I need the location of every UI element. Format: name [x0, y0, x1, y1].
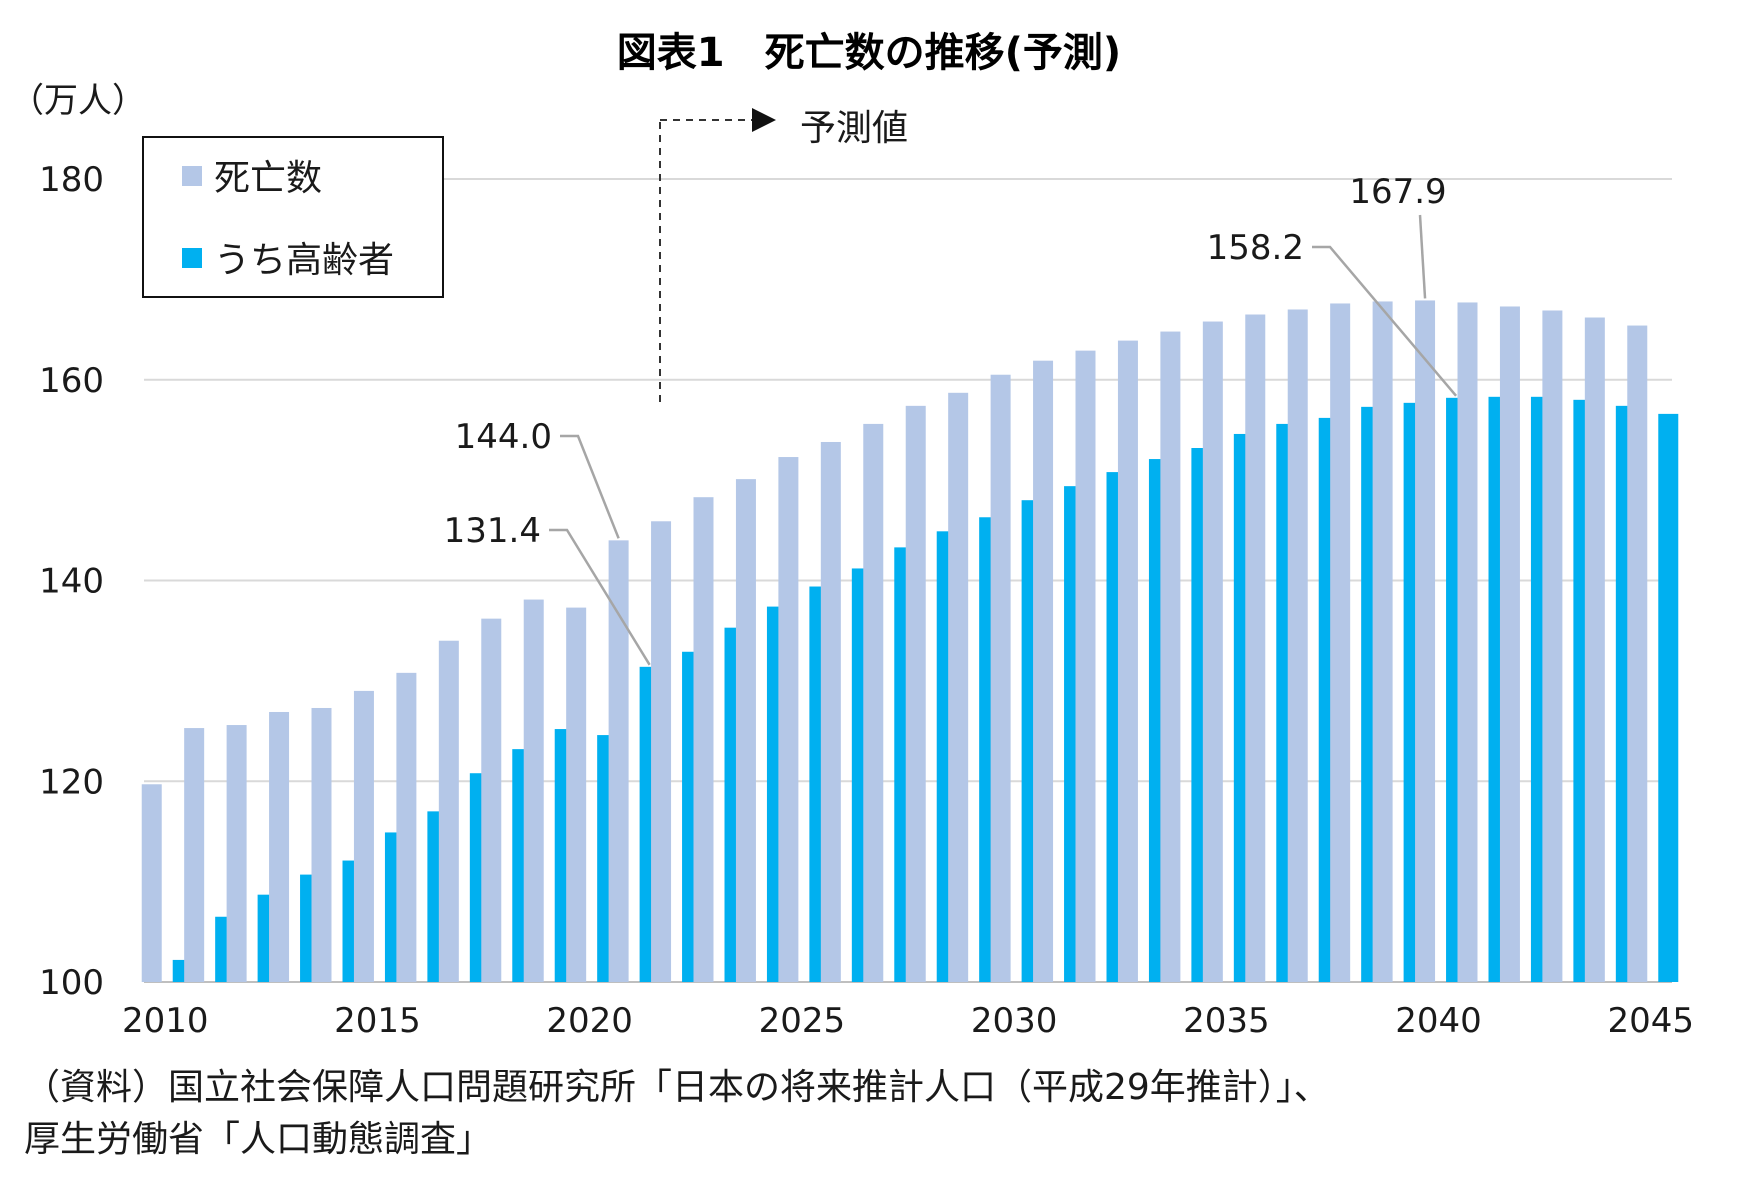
- chart-title: 図表1 死亡数の推移(予測): [617, 30, 1121, 76]
- bar-deaths: [820, 441, 841, 982]
- y-tick-label: 140: [39, 562, 104, 602]
- bar-deaths: [141, 784, 162, 982]
- bar-deaths: [1372, 301, 1393, 982]
- bar-deaths: [693, 497, 714, 982]
- bar-deaths: [438, 640, 459, 982]
- data-label: 144.0: [455, 417, 552, 457]
- y-axis: 100 120 140 160 180: [39, 160, 104, 1003]
- data-label: 167.9: [1349, 172, 1446, 212]
- bar-deaths: [184, 728, 205, 982]
- leader-line: [1418, 214, 1427, 299]
- data-label: 131.4: [444, 511, 541, 551]
- legend-swatch-elderly: [182, 248, 202, 268]
- bar-deaths: [1245, 314, 1266, 983]
- x-axis: 2010 2015 2020 2025 2030 2035 2040 2045: [122, 1001, 1694, 1041]
- bar-deaths: [481, 618, 502, 982]
- bar-deaths: [1330, 303, 1351, 983]
- bar-deaths: [396, 672, 417, 982]
- bar-deaths: [1033, 360, 1054, 983]
- y-tick-label: 100: [39, 963, 104, 1003]
- legend-label-elderly: うち高齢者: [214, 240, 394, 281]
- forecast-marker: 予測値: [659, 108, 908, 402]
- bar-deaths: [948, 392, 969, 983]
- bar-deaths: [1627, 325, 1648, 982]
- leader-line: [560, 434, 620, 539]
- bar-deaths: [1160, 331, 1181, 982]
- annotations: 144.0 131.4 167.9 158.2: [444, 172, 1458, 666]
- source-note: （資料）国立社会保障人口問題研究所「日本の将来推計人口（平成29年推計）」、 厚…: [24, 1062, 1724, 1166]
- x-tick-label: 2040: [1395, 1001, 1482, 1041]
- y-tick-label: 120: [39, 762, 104, 802]
- legend-label-deaths: 死亡数: [214, 158, 322, 199]
- x-tick-label: 2010: [122, 1001, 209, 1041]
- bar-deaths: [1499, 306, 1520, 982]
- bar-deaths: [1542, 310, 1563, 983]
- forecast-arrow-head: [752, 108, 776, 132]
- bar-deaths: [1117, 340, 1138, 982]
- x-tick-label: 2030: [971, 1001, 1058, 1041]
- bar-deaths: [353, 690, 374, 982]
- legend-swatch-deaths: [182, 166, 202, 186]
- bar-deaths: [863, 423, 884, 982]
- data-label: 158.2: [1207, 228, 1304, 268]
- bar-deaths: [608, 540, 629, 982]
- y-tick-label: 180: [39, 160, 104, 200]
- leader-line: [549, 528, 651, 666]
- source-line-1: （資料）国立社会保障人口問題研究所「日本の将来推計人口（平成29年推計）」、: [24, 1067, 1330, 1108]
- bar-deaths: [1415, 300, 1436, 982]
- bar-deaths: [1584, 317, 1605, 983]
- forecast-label: 予測値: [800, 108, 908, 149]
- leader-line: [1312, 245, 1458, 397]
- x-tick-label: 2035: [1183, 1001, 1270, 1041]
- bar-deaths: [226, 725, 247, 982]
- bar-deaths: [735, 479, 756, 982]
- bars: [141, 300, 1679, 983]
- bar-deaths: [778, 457, 799, 982]
- y-tick-label: 160: [39, 361, 104, 401]
- bar-deaths: [1457, 302, 1478, 982]
- y-unit-label: （万人）: [10, 81, 146, 121]
- bar-deaths: [269, 711, 290, 982]
- bar-deaths: [311, 707, 332, 982]
- bar-deaths: [523, 599, 544, 982]
- bar-deaths: [1075, 350, 1096, 982]
- x-tick-label: 2025: [759, 1001, 846, 1041]
- bar-deaths: [1287, 309, 1308, 982]
- bar-deaths: [1202, 321, 1223, 983]
- legend: 死亡数 うち高齢者: [142, 136, 444, 298]
- bar-deaths: [990, 374, 1011, 982]
- x-tick-label: 2015: [334, 1001, 421, 1041]
- bar-deaths: [905, 405, 926, 982]
- legend-box: [142, 136, 444, 298]
- bar-deaths: [651, 521, 672, 982]
- bar-elderly: [1658, 413, 1679, 982]
- bar-deaths: [566, 607, 587, 982]
- x-tick-label: 2045: [1608, 1001, 1695, 1041]
- x-tick-label: 2020: [546, 1001, 633, 1041]
- source-line-2: 厚生労働省「人口動態調査」: [24, 1119, 493, 1160]
